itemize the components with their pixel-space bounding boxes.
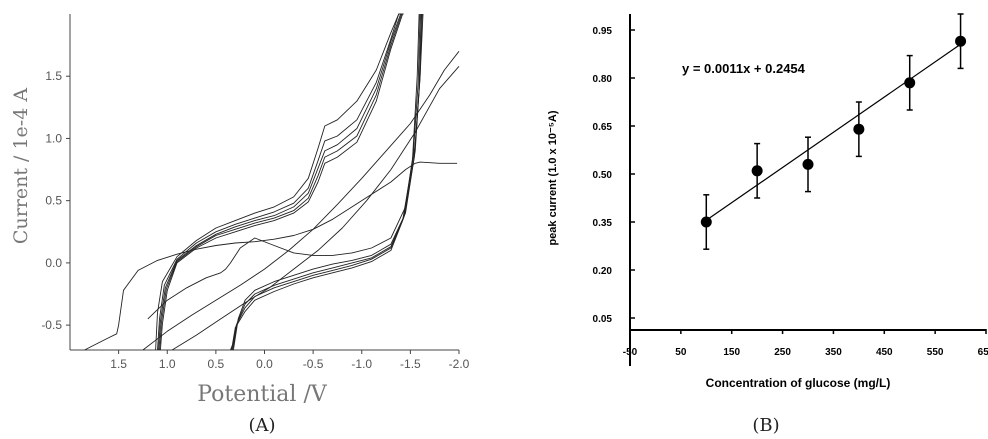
calibration-y-ticks: 0.05 0.20 0.35 0.50 0.65 0.80 0.95	[593, 26, 635, 325]
cv-y-tick-label: -0.5	[41, 318, 62, 332]
calibration-x-tick-label: -50	[623, 347, 638, 358]
cv-curve-5	[159, 13, 404, 351]
cv-x-tick-label: -1.0	[351, 357, 372, 371]
cv-y-tick-label: 1.0	[45, 131, 62, 145]
data-point	[751, 165, 763, 177]
fit-equation: y = 0.0011x + 0.2454	[682, 61, 806, 76]
cv-y-tick-label: 0.5	[45, 194, 62, 208]
calibration-y-tick-label: 0.80	[593, 74, 613, 85]
cv-x-tick-label: 1.0	[159, 357, 176, 371]
cv-x-tick-label: 0.5	[208, 357, 225, 371]
fit-line	[705, 43, 961, 221]
cv-x-tick-label: 0.0	[256, 357, 273, 371]
calibration-x-tick-label: 350	[825, 347, 842, 358]
cv-x-tick-label: -1.5	[400, 357, 421, 371]
cv-curve-4	[159, 13, 403, 351]
calibration-points	[700, 13, 967, 250]
calibration-x-ticks: -50 50 150 250 350 450 550 650	[623, 329, 988, 358]
cv-curve-6	[232, 13, 423, 351]
cv-curve-3	[158, 13, 402, 351]
cv-x-tick-label: -2.0	[449, 357, 470, 371]
cv-curve-7	[231, 13, 422, 351]
cv-curve-13	[171, 66, 460, 351]
cv-chart-panel-a: 1.5 1.0 0.5 0.0 -0.5 -1.0 -1.5 -2.0 1.5 1.0 0.5 0.…	[10, 13, 470, 436]
panel-label-b: (B)	[752, 415, 779, 436]
data-point	[955, 35, 967, 47]
cv-x-tick-label: 1.5	[110, 357, 127, 371]
calibration-y-tick-label: 0.50	[593, 170, 613, 181]
cv-y-tick-label: 1.5	[45, 69, 62, 83]
cv-curve-2	[157, 13, 400, 351]
cv-curve-8	[230, 13, 421, 351]
calibration-x-tick-label: 450	[876, 347, 893, 358]
calibration-x-tick-label: 650	[978, 347, 988, 358]
panel-label-a: (A)	[248, 415, 275, 436]
cv-curve-1	[155, 13, 404, 351]
cv-y-tick-label: 0.0	[45, 256, 62, 270]
calibration-y-tick-label: 0.65	[593, 122, 613, 133]
cv-x-axis-label: Potential /V	[197, 382, 328, 407]
cv-curve-10	[147, 13, 424, 320]
calibration-y-tick-label: 0.35	[593, 218, 613, 229]
data-point	[904, 77, 916, 89]
calibration-chart-panel-b: -50 50 150 250 350 450 550 650 0.05 0.20 0.35 0.50…	[547, 13, 988, 436]
cv-y-ticks: 1.5 1.0 0.5 0.0 -0.5	[41, 69, 70, 332]
calibration-y-axis-label: peak current (1.0 x 10⁻⁵A)	[547, 110, 559, 245]
calibration-y-tick-label: 0.05	[593, 314, 613, 325]
cv-x-ticks: 1.5 1.0 0.5 0.0 -0.5 -1.0 -1.5 -2.0	[110, 350, 470, 371]
data-point	[853, 123, 865, 135]
calibration-x-tick-label: 250	[774, 347, 791, 358]
calibration-y-tick-label: 0.95	[593, 26, 613, 37]
cv-curve-11	[84, 161, 458, 351]
cv-curves	[84, 13, 460, 351]
calibration-x-axis-label: Concentration of glucose (mg/L)	[706, 376, 891, 390]
cv-x-tick-label: -0.5	[303, 357, 324, 371]
calibration-x-tick-label: 50	[675, 347, 687, 358]
calibration-y-tick-label: 0.20	[593, 266, 613, 277]
cv-curve-12	[142, 51, 460, 351]
data-point	[802, 158, 814, 170]
cv-y-axis-label: Current / 1e-4 A	[10, 88, 32, 244]
calibration-x-tick-label: 150	[723, 347, 740, 358]
calibration-x-tick-label: 550	[927, 347, 944, 358]
data-point	[700, 216, 712, 228]
